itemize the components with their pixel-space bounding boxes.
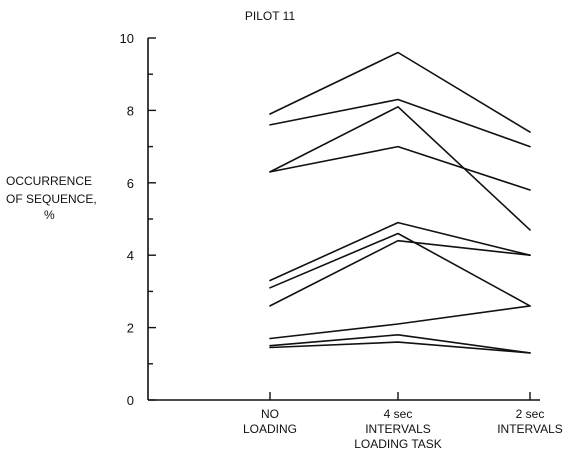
y-tick-label: 4 (127, 248, 134, 263)
y-tick-label: 0 (127, 393, 134, 408)
y-axis-label-line: % (44, 208, 55, 222)
series-line-7 (269, 239, 531, 307)
series-line-6 (269, 232, 531, 307)
series-line-9 (269, 333, 531, 354)
series-line-4 (269, 145, 531, 191)
series-group (269, 51, 531, 354)
y-axis-label-line: OF SEQUENCE, (6, 192, 97, 206)
y-tick-label: 2 (127, 321, 134, 336)
x-tick-label: 2 sec (516, 407, 545, 421)
x-tick-label: INTERVALS (497, 422, 563, 436)
x-tick-label: INTERVALS (365, 422, 431, 436)
series-line-10 (269, 341, 531, 354)
series-line-8 (269, 305, 531, 340)
y-axis-label: OCCURRENCE OF SEQUENCE,% (6, 174, 97, 222)
x-tick-label: LOADING (243, 422, 297, 436)
y-tick-label: 8 (127, 103, 134, 118)
series-line-1 (269, 51, 531, 133)
y-tick-label: 10 (120, 31, 134, 46)
series-line-3 (269, 106, 531, 231)
series-line-2 (269, 98, 531, 148)
y-tick-label: 6 (127, 176, 134, 191)
y-ticks: 0 2 4 6 8 10 (120, 31, 156, 408)
series-line-5 (269, 221, 531, 282)
x-tick-label: NO (261, 407, 279, 421)
chart-title: PILOT 11 (245, 9, 296, 23)
x-tick-label: 4 sec (384, 407, 413, 421)
y-axis-label-line: OCCURRENCE (6, 174, 92, 188)
x-tick-label: LOADING TASK (354, 437, 442, 451)
